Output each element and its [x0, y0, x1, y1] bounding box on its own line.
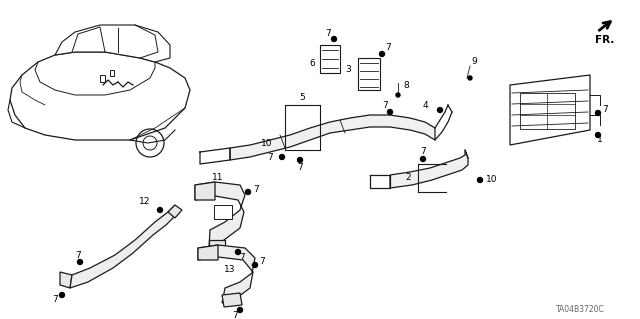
Circle shape — [438, 108, 442, 113]
Text: 7: 7 — [253, 186, 259, 195]
Circle shape — [595, 110, 600, 115]
Circle shape — [380, 51, 385, 56]
Circle shape — [237, 308, 243, 313]
Text: 7: 7 — [239, 254, 245, 263]
Text: 7: 7 — [420, 147, 426, 157]
Circle shape — [595, 132, 600, 137]
Text: 7: 7 — [385, 43, 391, 53]
Text: 7: 7 — [75, 251, 81, 261]
Polygon shape — [222, 293, 242, 307]
Text: 8: 8 — [403, 80, 409, 90]
Text: 13: 13 — [224, 265, 236, 275]
Polygon shape — [195, 182, 215, 200]
Circle shape — [236, 249, 241, 255]
Circle shape — [332, 36, 337, 41]
Circle shape — [468, 76, 472, 80]
Text: 10: 10 — [261, 138, 273, 147]
Text: 2: 2 — [405, 173, 411, 182]
Circle shape — [387, 109, 392, 115]
Text: 6: 6 — [309, 58, 315, 68]
Polygon shape — [390, 150, 468, 188]
Text: 9: 9 — [471, 57, 477, 66]
Text: 7: 7 — [325, 29, 331, 39]
Circle shape — [477, 177, 483, 182]
Text: 4: 4 — [422, 100, 428, 109]
Text: FR.: FR. — [595, 35, 614, 45]
Polygon shape — [195, 182, 245, 248]
Polygon shape — [209, 240, 225, 252]
FancyBboxPatch shape — [100, 75, 105, 82]
Circle shape — [420, 157, 426, 161]
Text: 7: 7 — [267, 152, 273, 161]
Circle shape — [396, 93, 400, 97]
Text: 5: 5 — [299, 93, 305, 101]
Text: 7: 7 — [297, 162, 303, 172]
Polygon shape — [510, 75, 590, 145]
FancyBboxPatch shape — [358, 58, 380, 90]
Circle shape — [60, 293, 65, 298]
FancyBboxPatch shape — [110, 70, 114, 76]
Text: 7: 7 — [602, 106, 608, 115]
Circle shape — [77, 259, 83, 264]
Polygon shape — [230, 115, 435, 160]
Text: 11: 11 — [212, 174, 224, 182]
Circle shape — [157, 207, 163, 212]
Circle shape — [280, 154, 285, 160]
Circle shape — [253, 263, 257, 268]
Polygon shape — [198, 245, 255, 303]
Polygon shape — [70, 205, 175, 288]
Text: 12: 12 — [140, 197, 150, 206]
Text: 7: 7 — [232, 310, 238, 319]
Circle shape — [298, 158, 303, 162]
Text: 1: 1 — [597, 136, 603, 145]
Text: 7: 7 — [382, 100, 388, 109]
FancyBboxPatch shape — [214, 205, 232, 219]
Text: TA04B3720C: TA04B3720C — [556, 306, 604, 315]
Text: 7: 7 — [259, 257, 265, 266]
Circle shape — [246, 189, 250, 195]
Polygon shape — [55, 25, 170, 62]
FancyBboxPatch shape — [320, 45, 340, 73]
Text: 10: 10 — [486, 175, 498, 184]
Polygon shape — [198, 245, 218, 260]
Text: 3: 3 — [345, 65, 351, 75]
Polygon shape — [168, 205, 182, 218]
Text: 7: 7 — [52, 295, 58, 305]
Polygon shape — [10, 52, 190, 140]
Polygon shape — [60, 272, 72, 288]
